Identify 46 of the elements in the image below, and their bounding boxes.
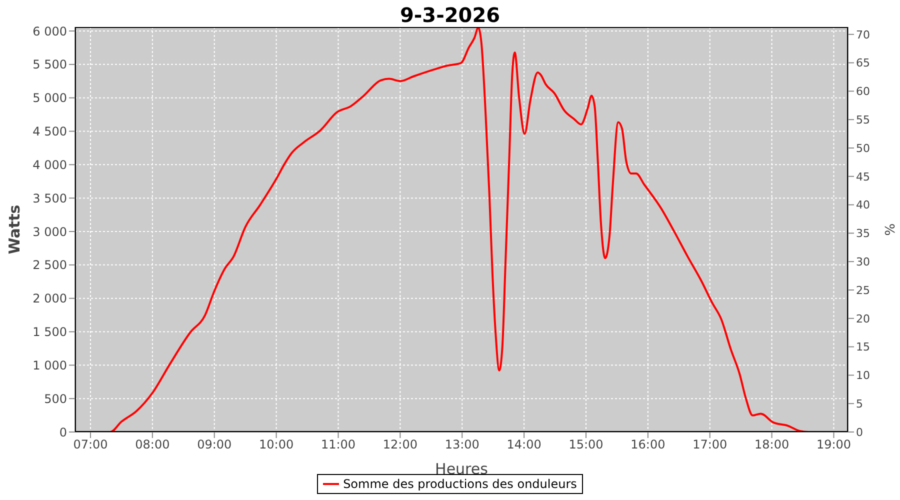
y2-tick-label: 0 [856, 426, 863, 439]
y2-tick-label: 45 [856, 170, 870, 184]
x-tick-label: 17:00 [692, 438, 728, 452]
x-tick-label: 14:00 [506, 438, 542, 452]
x-tick-label: 12:00 [382, 438, 418, 452]
x-tick-label: 18:00 [754, 438, 790, 452]
x-tick-label: 16:00 [630, 438, 666, 452]
y2-tick-label: 55 [856, 113, 870, 126]
x-tick-label: 11:00 [320, 438, 356, 452]
y2-tick-label: 50 [856, 142, 870, 155]
y2-tick-label: 35 [856, 227, 870, 240]
y2-tick-label: 15 [856, 340, 870, 354]
y2-tick-label: 30 [856, 256, 870, 268]
y2-tick-label: 5 [856, 398, 863, 411]
y-axis-title: Watts [5, 204, 24, 254]
y2-tick-label: 10 [856, 369, 870, 382]
y-tick-label: 1 500 [32, 325, 67, 340]
y2-tick-label: 40 [856, 198, 870, 212]
x-axis-title: Heures [435, 460, 488, 478]
x-tick-label: 09:00 [197, 438, 232, 452]
x-tick-label: 13:00 [444, 438, 480, 452]
chart-title: 9-3-2026 [400, 3, 500, 27]
y-tick-label: 500 [44, 392, 67, 406]
y-tick-label: 2 000 [32, 292, 67, 306]
y-tick-label: 3 000 [32, 224, 67, 239]
y-tick-label: 0 [59, 425, 67, 440]
y2-tick-label: 20 [856, 312, 870, 326]
y-tick-label: 1 000 [32, 358, 67, 372]
legend-label: Somme des productions des onduleurs [343, 477, 577, 491]
y2-tick-label: 60 [856, 85, 870, 98]
x-tick-label: 15:00 [568, 438, 604, 452]
y2-tick-label: 65 [856, 56, 870, 70]
y-tick-label: 4 000 [32, 158, 67, 172]
y-tick-label: 2 500 [32, 258, 67, 272]
y-tick-label: 5 000 [32, 91, 67, 106]
x-tick-label: 07:00 [73, 438, 108, 452]
y-tick-label: 5 500 [32, 58, 67, 72]
y-tick-label: 6 000 [32, 24, 67, 38]
y2-tick-label: 25 [856, 284, 870, 297]
x-tick-label: 19:00 [816, 438, 852, 452]
y-tick-label: 3 500 [32, 191, 67, 206]
x-tick-label: 08:00 [135, 438, 170, 452]
y2-axis-title: % [884, 223, 899, 236]
x-tick-label: 10:00 [259, 438, 294, 452]
y-tick-label: 4 500 [32, 124, 67, 139]
y2-tick-label: 70 [856, 28, 870, 42]
